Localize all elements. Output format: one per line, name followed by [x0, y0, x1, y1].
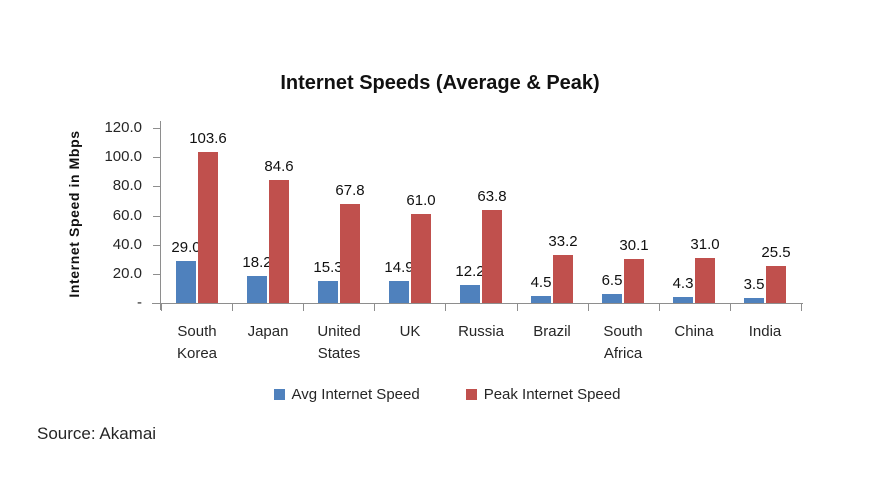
y-tick	[153, 245, 161, 246]
x-tick	[161, 303, 162, 311]
bar-peak-united-states	[340, 204, 360, 303]
x-tick-label-line: United	[317, 323, 361, 340]
bar-peak-japan	[269, 180, 289, 303]
x-tick-label-line: Russia	[458, 323, 504, 340]
x-tick-label-china: China	[658, 321, 730, 343]
value-label-peak-india: 25.5	[761, 244, 791, 261]
x-tick	[659, 303, 660, 311]
value-label-peak-china: 31.0	[690, 236, 720, 253]
x-tick-label-line: China	[674, 323, 714, 340]
y-tick	[153, 157, 161, 158]
y-tick	[153, 186, 161, 187]
x-tick-label-uk: UK	[374, 321, 446, 343]
value-label-avg-japan: 18.2	[242, 254, 272, 271]
value-label-avg-south-africa: 6.5	[601, 272, 623, 289]
legend-item-peak-internet-speed: Peak Internet Speed	[465, 386, 621, 403]
x-tick	[588, 303, 589, 311]
bar-avg-india	[744, 298, 764, 303]
source-note: Source: Akamai	[37, 424, 157, 443]
bar-avg-brazil	[531, 296, 551, 303]
x-tick-label-line: India	[748, 323, 782, 340]
x-tick-label-line: South	[603, 323, 643, 340]
x-tick-label-brazil: Brazil	[516, 321, 588, 343]
value-label-avg-china: 4.3	[672, 275, 694, 292]
legend-swatch-icon	[465, 389, 477, 400]
x-tick-label-line: Africa	[603, 345, 643, 362]
bar-avg-japan	[247, 276, 267, 303]
x-tick	[517, 303, 518, 311]
x-tick-label-line: Korea	[176, 345, 218, 362]
x-tick	[445, 303, 446, 311]
value-label-avg-uk: 14.9	[384, 259, 414, 276]
bar-peak-uk	[411, 214, 431, 303]
value-label-avg-united-states: 15.3	[313, 259, 343, 276]
y-tick-label: 60.0	[112, 207, 142, 224]
x-tick-label-japan: Japan	[232, 321, 304, 343]
x-tick	[303, 303, 304, 311]
y-tick	[153, 128, 161, 129]
legend: Avg Internet Speed Peak Internet Speed	[60, 386, 834, 403]
bar-peak-brazil	[553, 255, 573, 303]
x-tick-label-india: India	[729, 321, 801, 343]
value-label-peak-japan: 84.6	[264, 158, 294, 175]
y-tick-label: 120.0	[104, 119, 142, 136]
y-tick-label: 100.0	[104, 148, 142, 165]
x-axis-line	[152, 303, 803, 304]
x-tick-label-russia: Russia	[445, 321, 517, 343]
value-label-peak-russia: 63.8	[477, 188, 507, 205]
bar-avg-russia	[460, 285, 480, 303]
value-label-peak-south-africa: 30.1	[619, 237, 649, 254]
x-tick	[730, 303, 731, 311]
y-tick-label: 80.0	[112, 177, 142, 194]
y-axis-line	[160, 121, 161, 310]
value-label-avg-russia: 12.2	[455, 263, 485, 280]
legend-item-avg-internet-speed: Avg Internet Speed	[273, 386, 420, 403]
x-tick-label-line: States	[317, 345, 361, 362]
value-label-avg-brazil: 4.5	[530, 274, 552, 291]
bar-peak-china	[695, 258, 715, 303]
x-tick	[801, 303, 802, 311]
bar-avg-uk	[389, 281, 409, 303]
y-tick-label: 40.0	[112, 236, 142, 253]
x-tick-label-south-korea: South Korea	[161, 321, 233, 365]
x-tick-label-line: Brazil	[533, 323, 571, 340]
y-axis-title: Internet Speed in Mbps	[66, 130, 82, 298]
legend-label: Avg Internet Speed	[291, 386, 420, 403]
x-tick-label-line: South	[177, 323, 217, 340]
y-tick-label: -	[137, 294, 142, 311]
y-tick	[153, 216, 161, 217]
x-tick-label-south-africa: South Africa	[587, 321, 659, 365]
bar-peak-south-korea	[198, 152, 218, 303]
y-tick	[153, 303, 161, 304]
bar-avg-china	[673, 297, 693, 303]
x-tick-label-united-states: United States	[303, 321, 375, 365]
bar-avg-south-africa	[602, 294, 622, 303]
x-tick-label-line: Japan	[247, 323, 289, 340]
value-label-peak-south-korea: 103.6	[189, 130, 227, 147]
bar-peak-india	[766, 266, 786, 303]
y-tick	[153, 274, 161, 275]
value-label-peak-brazil: 33.2	[548, 233, 578, 250]
legend-swatch-icon	[273, 389, 285, 400]
bar-peak-south-africa	[624, 259, 644, 303]
value-label-avg-south-korea: 29.0	[171, 239, 201, 256]
x-tick	[232, 303, 233, 311]
bar-avg-south-korea	[176, 261, 196, 303]
x-tick	[374, 303, 375, 311]
value-label-avg-india: 3.5	[743, 276, 765, 293]
value-label-peak-uk: 61.0	[406, 192, 436, 209]
legend-label: Peak Internet Speed	[483, 386, 621, 403]
bar-avg-united-states	[318, 281, 338, 303]
y-tick-label: 20.0	[112, 265, 142, 282]
bar-peak-russia	[482, 210, 502, 303]
x-tick-label-line: UK	[399, 323, 421, 340]
chart-title: Internet Speeds (Average & Peak)	[280, 72, 600, 94]
value-label-peak-united-states: 67.8	[335, 182, 365, 199]
